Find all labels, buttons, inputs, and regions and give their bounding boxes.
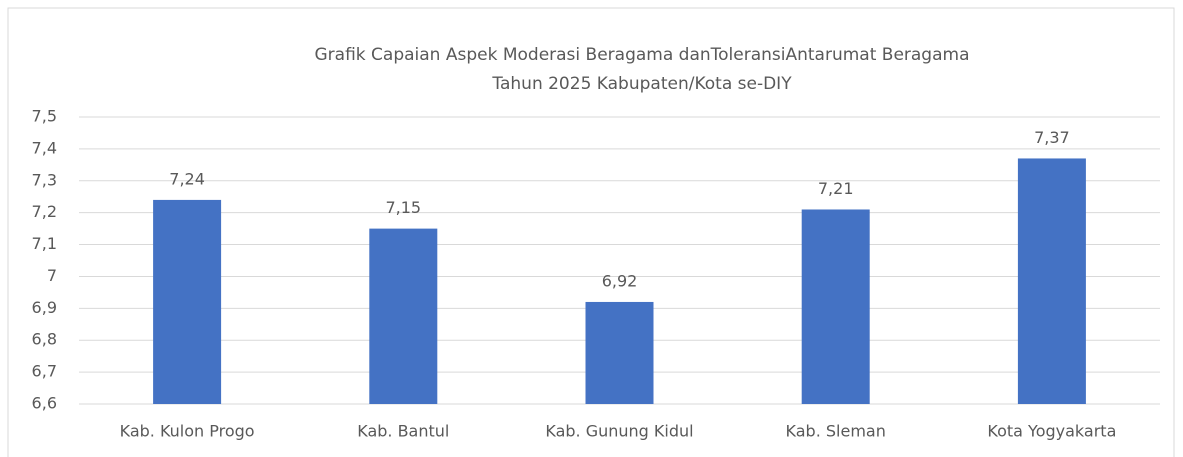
- y-tick-label: 6,7: [32, 362, 57, 381]
- value-label: 7,15: [385, 198, 421, 217]
- y-tick-label: 7,1: [32, 234, 57, 253]
- chart-border: [7, 7, 1175, 457]
- bar: [801, 209, 870, 404]
- value-label: 7,21: [818, 179, 854, 198]
- chart-title: Grafik Capaian Aspek Moderasi Beragama d…: [315, 45, 970, 65]
- x-tick-label: Kota Yogyakarta: [987, 422, 1116, 441]
- y-tick-label: 7: [47, 266, 57, 285]
- x-tick-label: Kab. Bantul: [357, 422, 449, 441]
- x-tick-label: Kab. Sleman: [786, 422, 886, 441]
- value-label: 7,37: [1034, 128, 1070, 147]
- y-tick-label: 7,5: [32, 107, 57, 126]
- y-tick-label: 6,9: [32, 298, 57, 317]
- y-tick-label: 6,8: [32, 330, 57, 349]
- y-tick-label: 7,2: [32, 202, 57, 221]
- bar: [585, 301, 654, 404]
- bar: [369, 228, 438, 404]
- y-tick-label: 6,6: [32, 394, 57, 413]
- bar: [153, 199, 222, 404]
- y-tick-label: 7,4: [32, 138, 57, 157]
- x-tick-label: Kab. Kulon Progo: [120, 422, 255, 441]
- chart-title: Tahun 2025 Kabupaten/Kota se-DIY: [491, 74, 792, 94]
- y-tick-label: 7,3: [32, 170, 57, 189]
- bar: [1017, 158, 1086, 404]
- value-label: 6,92: [602, 271, 638, 290]
- x-tick-label: Kab. Gunung Kidul: [545, 422, 693, 441]
- value-label: 7,24: [169, 169, 205, 188]
